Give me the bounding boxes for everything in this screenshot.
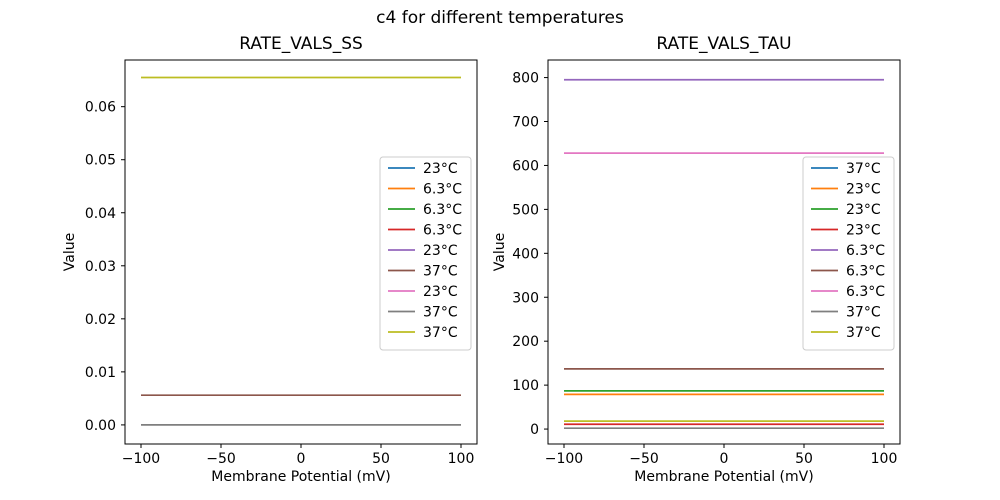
legend-entry-label: 6.3°C bbox=[846, 243, 885, 259]
y-tick-label: 200 bbox=[512, 334, 539, 350]
axes-rate_vals_ss: −100 −50 0 50 100 0.00 0.01 0.02 0.03 0.04 0.05 0.0… bbox=[85, 59, 478, 467]
axes-title-rate-vals-ss: RATE_VALS_SS bbox=[239, 34, 363, 54]
legend: 37°C 23°C 23°C 23°C 6.3°C 6.3°C 6.3°C 37°C 37°C bbox=[802, 156, 895, 351]
legend-entry-label: 23°C bbox=[846, 202, 881, 218]
x-axis-label-right: Membrane Potential (mV) bbox=[634, 469, 814, 485]
y-tick-label: 0.04 bbox=[85, 206, 116, 222]
y-tick-label: 0.02 bbox=[85, 312, 116, 328]
y-tick-label: 600 bbox=[512, 158, 539, 174]
x-tick-label: −100 bbox=[545, 451, 583, 467]
y-tick-label: 100 bbox=[512, 378, 539, 394]
legend-entry-label: 23°C bbox=[423, 161, 458, 177]
y-tick-label: 0.00 bbox=[85, 418, 116, 434]
y-axis-label-right: Value bbox=[492, 232, 508, 272]
x-tick-label: 0 bbox=[297, 451, 306, 467]
axes-rate_vals_tau: −100 −50 0 50 100 0 100 200 300 400 500 600 700 800 37… bbox=[512, 59, 901, 467]
x-tick-label: 50 bbox=[372, 451, 390, 467]
y-tick-label: 0.01 bbox=[85, 365, 116, 381]
legend-entry-label: 6.3°C bbox=[423, 202, 462, 218]
legend-entry-label: 37°C bbox=[846, 161, 881, 177]
legend-entry-label: 23°C bbox=[846, 182, 881, 198]
x-tick-label: 50 bbox=[795, 451, 813, 467]
y-tick-label: 400 bbox=[512, 246, 539, 262]
x-tick-label: 100 bbox=[871, 451, 898, 467]
x-tick-label: −100 bbox=[122, 451, 160, 467]
x-tick-label: −50 bbox=[629, 451, 659, 467]
legend-entry-label: 37°C bbox=[846, 325, 881, 341]
axes-spines bbox=[547, 59, 901, 445]
legend-entry-label: 6.3°C bbox=[423, 223, 462, 239]
x-tick-label: −50 bbox=[206, 451, 236, 467]
legend-entry-label: 23°C bbox=[423, 243, 458, 259]
legend-entry-label: 23°C bbox=[423, 284, 458, 300]
y-tick-label: 0.05 bbox=[85, 153, 116, 169]
axes-spines bbox=[124, 59, 478, 445]
axes-title-rate-vals-tau: RATE_VALS_TAU bbox=[656, 34, 792, 54]
y-tick-label: 700 bbox=[512, 115, 539, 131]
legend-entry-label: 6.3°C bbox=[846, 264, 885, 280]
y-axis-label-left: Value bbox=[62, 232, 78, 272]
x-tick-label: 100 bbox=[448, 451, 475, 467]
legend-entry-label: 6.3°C bbox=[423, 182, 462, 198]
legend-entry-label: 37°C bbox=[846, 305, 881, 321]
legend-entry-label: 37°C bbox=[423, 264, 458, 280]
y-tick-label: 500 bbox=[512, 202, 539, 218]
legend-box bbox=[379, 156, 472, 351]
legend: 23°C 6.3°C 6.3°C 6.3°C 23°C 37°C 23°C 37°C 37°C bbox=[379, 156, 472, 351]
y-tick-label: 800 bbox=[512, 71, 539, 87]
legend-entry-label: 37°C bbox=[423, 305, 458, 321]
x-axis-label-left: Membrane Potential (mV) bbox=[211, 469, 391, 485]
y-tick-label: 0.03 bbox=[85, 259, 116, 275]
y-tick-label: 0 bbox=[530, 422, 539, 438]
x-tick-label: 0 bbox=[720, 451, 729, 467]
legend-entry-label: 6.3°C bbox=[846, 284, 885, 300]
legend-entry-label: 37°C bbox=[423, 325, 458, 341]
legend-entry-label: 23°C bbox=[846, 223, 881, 239]
figure-suptitle: c4 for different temperatures bbox=[376, 8, 624, 28]
y-tick-label: 300 bbox=[512, 290, 539, 306]
legend-box bbox=[802, 156, 895, 351]
y-tick-label: 0.06 bbox=[85, 100, 116, 116]
